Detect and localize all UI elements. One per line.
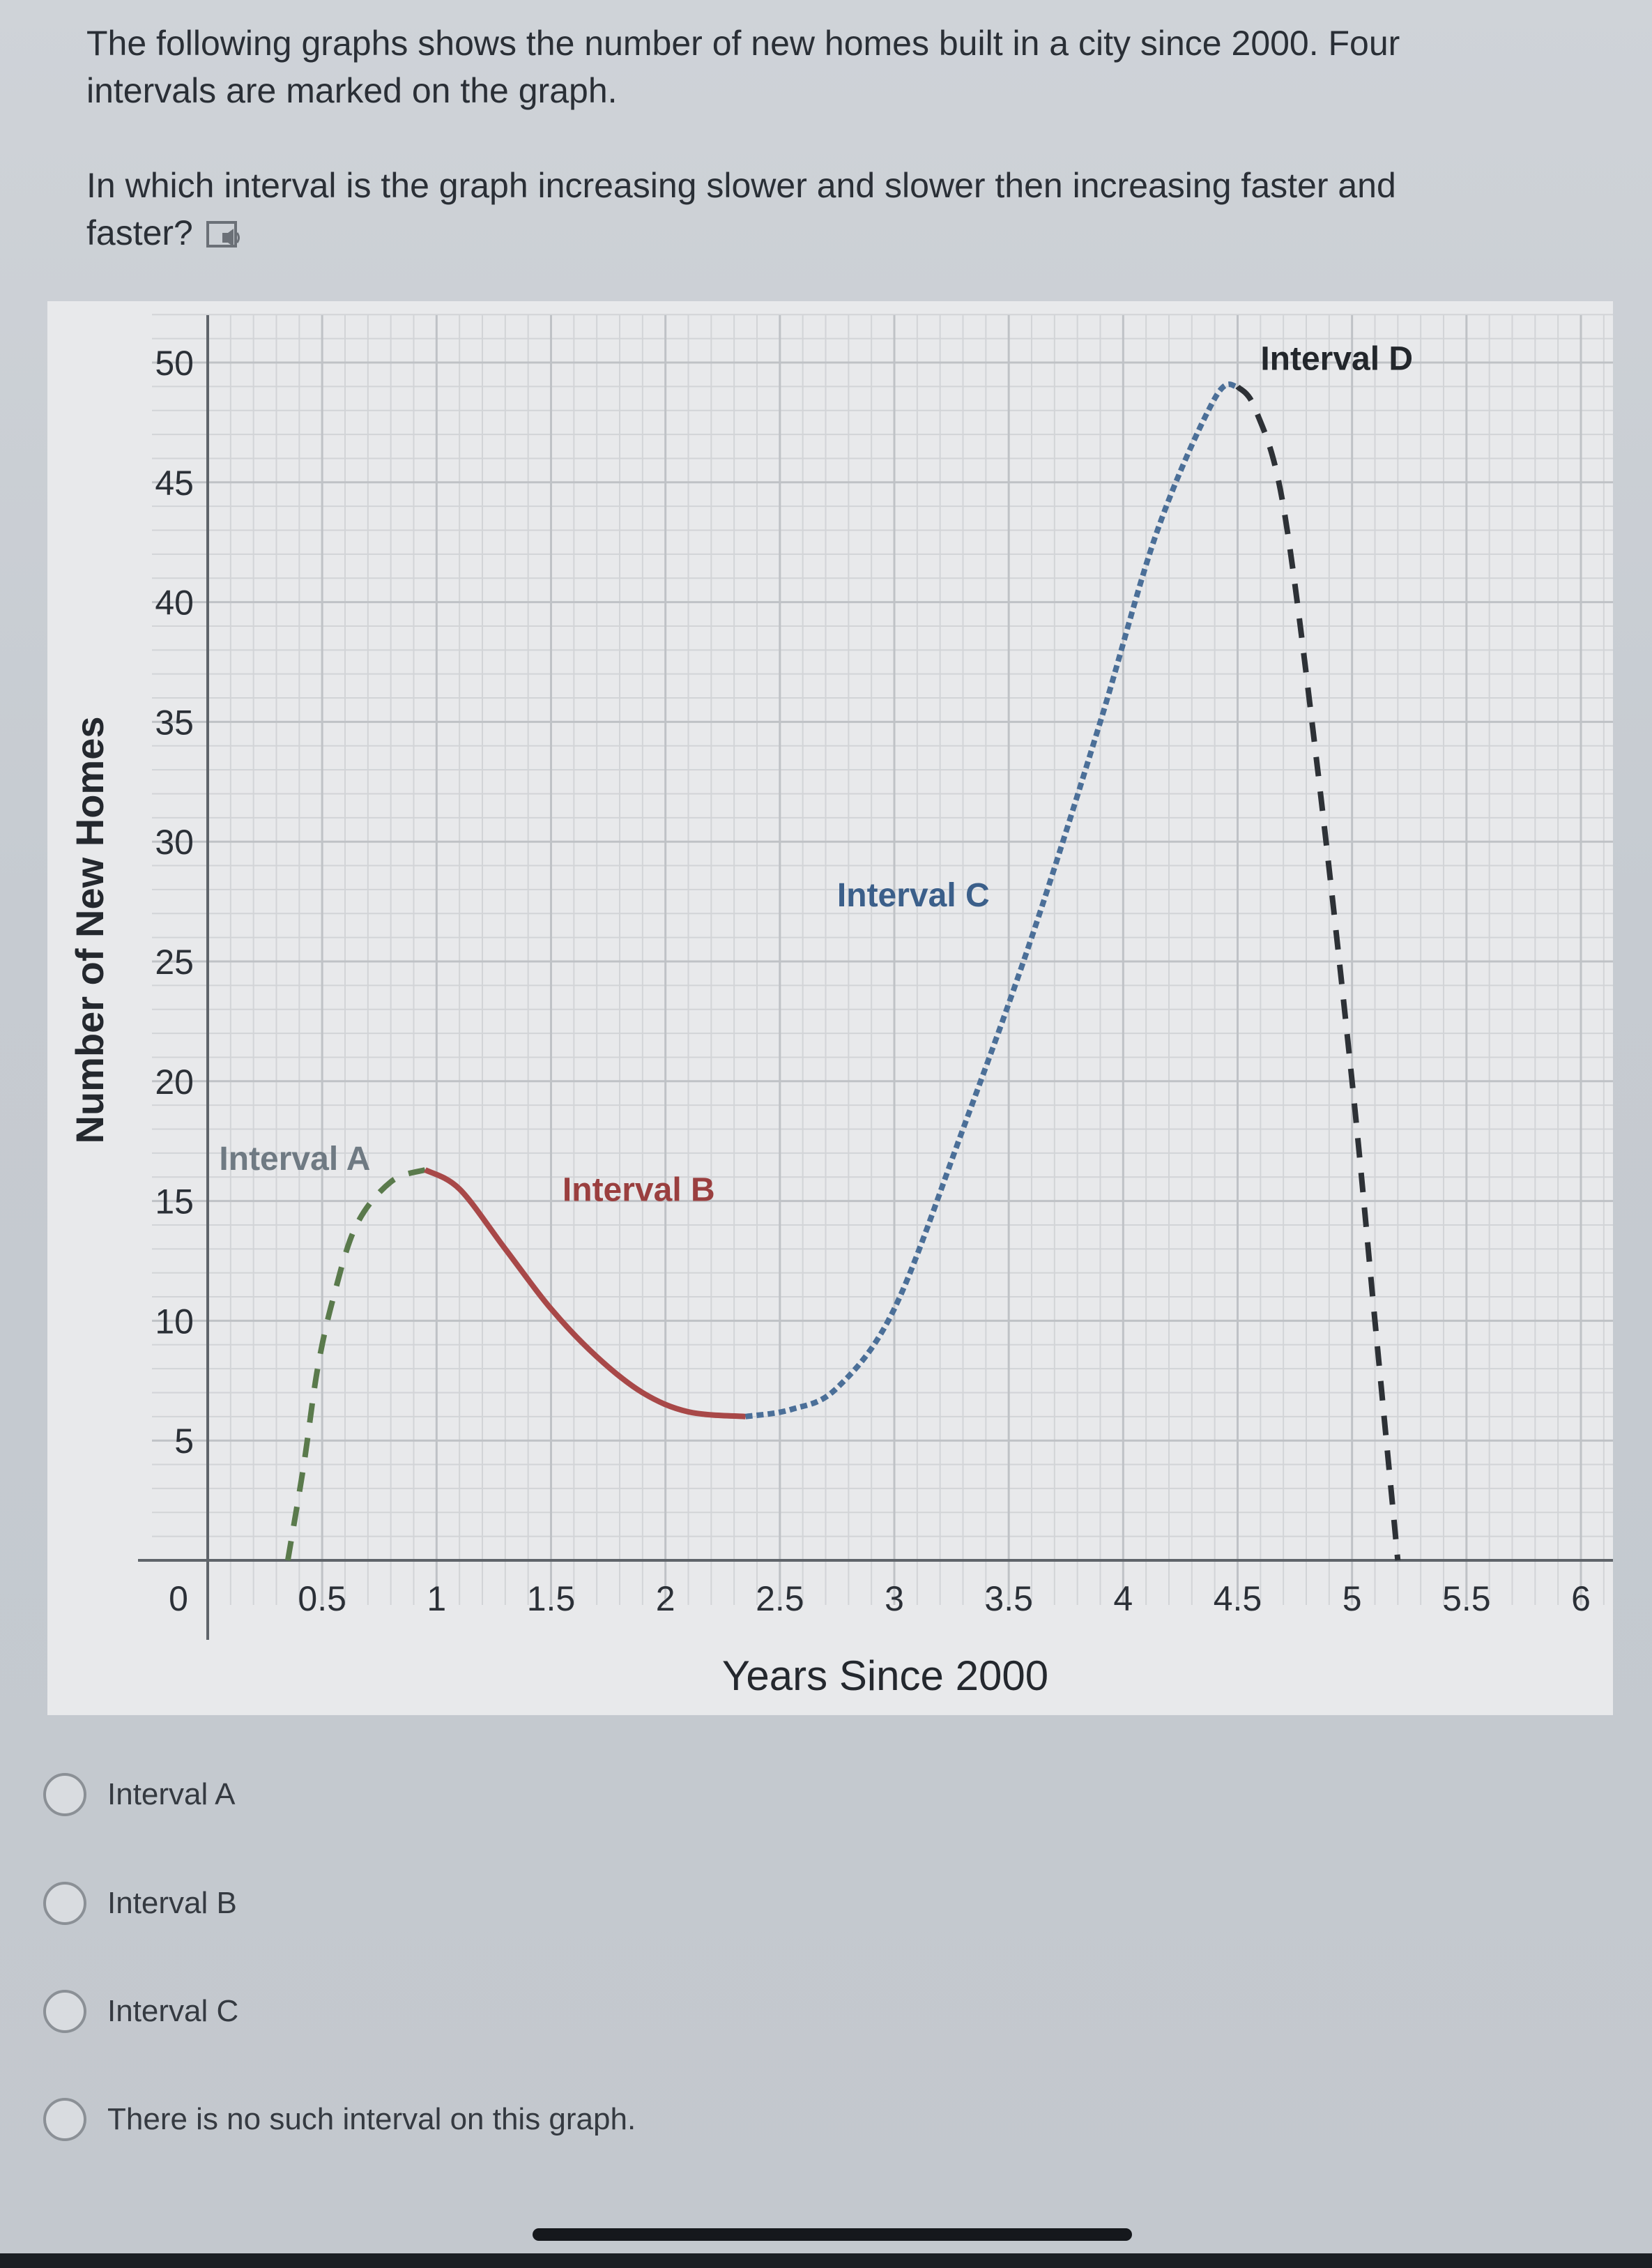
y-tick-label: 45 bbox=[155, 464, 194, 503]
question-intro: The following graphs shows the number of… bbox=[86, 24, 1400, 110]
x-tick-label: 5.5 bbox=[1442, 1579, 1491, 1618]
radio-button[interactable] bbox=[43, 1882, 86, 1925]
annotation-interval-c: Interval C bbox=[837, 877, 990, 914]
x-tick-label: 1 bbox=[427, 1579, 446, 1618]
radio-button[interactable] bbox=[43, 1990, 86, 2033]
home-indicator bbox=[533, 2228, 1132, 2241]
choice-no-interval[interactable]: There is no such interval on this graph. bbox=[43, 2092, 636, 2147]
x-tick-label: 6 bbox=[1571, 1579, 1591, 1618]
choice-label: Interval B bbox=[107, 1886, 237, 1920]
annotation-interval-a: Interval A bbox=[219, 1141, 370, 1178]
y-tick-label: 35 bbox=[155, 703, 194, 742]
x-tick-label: 4.5 bbox=[1214, 1579, 1262, 1618]
x-tick-label: 2.5 bbox=[756, 1579, 804, 1618]
question-prompt-text: In which interval is the graph increasin… bbox=[86, 166, 1396, 252]
x-tick-label: 4 bbox=[1113, 1579, 1133, 1618]
x-tick-label: 0 bbox=[169, 1579, 188, 1618]
x-axis-title: Years Since 2000 bbox=[722, 1652, 1048, 1699]
y-axis-title: Number of New Homes bbox=[68, 717, 112, 1144]
x-tick-label: 2 bbox=[656, 1579, 675, 1618]
choice-label: There is no such interval on this graph. bbox=[107, 2102, 636, 2136]
choice-label: Interval A bbox=[107, 1777, 236, 1811]
choice-interval-c[interactable]: Interval C bbox=[43, 1984, 238, 2039]
y-tick-label: 25 bbox=[155, 943, 194, 982]
y-tick-label: 50 bbox=[155, 344, 194, 383]
radio-button[interactable] bbox=[43, 1773, 86, 1816]
x-tick-label: 5 bbox=[1343, 1579, 1362, 1618]
choice-label: Interval C bbox=[107, 1994, 239, 2028]
x-tick-label: 1.5 bbox=[527, 1579, 576, 1618]
y-tick-label: 10 bbox=[155, 1302, 194, 1341]
y-tick-label: 20 bbox=[155, 1063, 194, 1102]
graph-panel: 0 0.5 1 1.5 2 2.5 3 3.5 4 4.5 5 5.5 6 50 45 40 35 30 25 20 1… bbox=[47, 301, 1613, 1715]
y-tick-label: 5 bbox=[174, 1422, 194, 1461]
y-tick-label: 40 bbox=[155, 584, 194, 623]
x-tick-label: 0.5 bbox=[298, 1579, 346, 1618]
bottom-bar bbox=[0, 2253, 1652, 2268]
choice-interval-b[interactable]: Interval B bbox=[43, 1875, 237, 1931]
x-tick-label: 3 bbox=[885, 1579, 904, 1618]
annotation-interval-d: Interval D bbox=[1260, 340, 1413, 377]
x-tick-label: 3.5 bbox=[984, 1579, 1033, 1618]
question-prompt: In which interval is the graph increasin… bbox=[86, 162, 1494, 257]
y-tick-label: 30 bbox=[155, 823, 194, 862]
choice-interval-a[interactable]: Interval A bbox=[43, 1767, 235, 1822]
curve-interval-b bbox=[423, 1167, 746, 1420]
curve-interval-a bbox=[284, 1167, 427, 1561]
speaker-icon[interactable] bbox=[206, 220, 245, 251]
radio-button[interactable] bbox=[43, 2098, 86, 2141]
y-tick-label: 15 bbox=[155, 1182, 194, 1221]
curve-interval-c bbox=[744, 381, 1239, 1420]
curve-interval-d bbox=[1235, 384, 1401, 1561]
homes-chart: 0 0.5 1 1.5 2 2.5 3 3.5 4 4.5 5 5.5 6 50 45 40 35 30 25 20 1… bbox=[68, 314, 1613, 1699]
annotation-interval-b: Interval B bbox=[563, 1172, 715, 1209]
